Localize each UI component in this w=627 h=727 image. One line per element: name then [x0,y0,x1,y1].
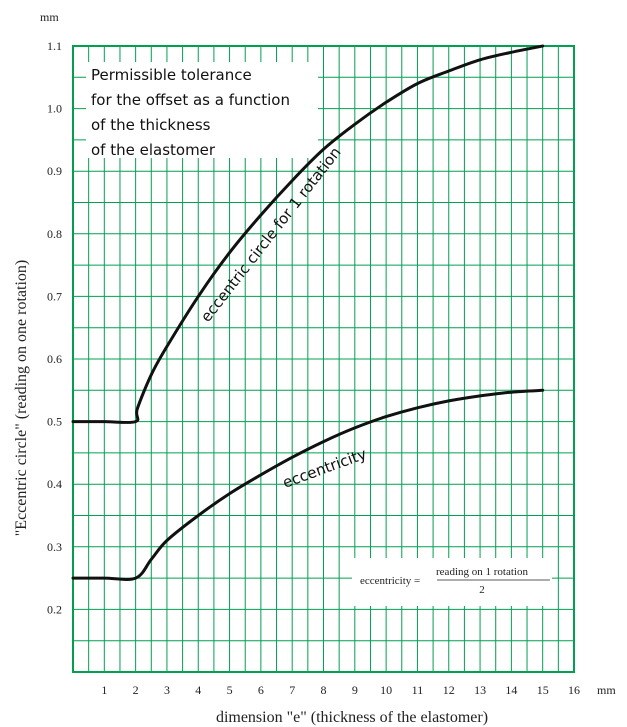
y-axis-label: "Eccentric circle" (reading on one rotat… [13,260,30,536]
formula-box: eccentricity = reading on 1 rotation 2 [352,558,552,606]
x-tick-label: 11 [412,683,424,697]
x-tick-label: 3 [164,683,170,697]
x-axis-label: dimension "e" (thickness of the elastome… [216,709,488,726]
formula-numerator: reading on 1 rotation [436,566,528,578]
series-label-eccentricity: eccentricity [280,445,369,492]
annotation-line: Permissible tolerance [91,66,252,84]
y-tick-label: 1.1 [47,39,62,53]
x-tick-label: 2 [133,683,139,697]
x-unit-label: mm [597,683,616,697]
plot-frame [72,45,575,673]
y-tick-label: 0.6 [47,352,62,366]
series-layer [71,44,545,581]
x-tick-label: 6 [258,683,264,697]
y-tick-label: 0.9 [47,164,62,178]
x-tick-label: 10 [380,683,392,697]
y-tick-label: 0.2 [47,602,62,616]
series-line-eccentric-circle [71,44,545,425]
y-unit-label: mm [40,10,59,24]
annotation-block: Permissible tolerance for the offset as … [86,62,318,159]
series-line-eccentricity [71,388,545,581]
y-tick-label: 0.5 [47,415,62,429]
x-tick-label: 5 [227,683,233,697]
formula-denominator: 2 [479,584,485,596]
y-tick-label: 0.3 [47,540,62,554]
x-tick-label: 9 [352,683,358,697]
x-tick-label: 4 [195,683,201,697]
x-tick-label: 1 [101,683,107,697]
formula-lhs: eccentricity = [360,575,420,587]
annotation-line: of the thickness [91,116,211,134]
y-tick-label: 0.7 [47,289,62,303]
x-tick-label: 15 [537,683,549,697]
tick-labels: 1 2 3 4 5 6 7 8 9 10 11 12 13 14 15 160.20.30.40.50.60.… [47,39,580,697]
y-tick-label: 0.4 [47,477,62,491]
x-tick-label: 7 [289,683,295,697]
annotation-line: of the elastomer [91,141,216,159]
x-tick-label: 12 [443,683,455,697]
y-tick-label: 0.8 [47,227,62,241]
x-tick-label: 8 [321,683,327,697]
y-tick-label: 1.0 [47,102,62,116]
x-tick-label: 14 [505,683,517,697]
x-tick-label: 16 [568,683,580,697]
x-tick-label: 13 [474,683,486,697]
annotation-line: for the offset as a function [91,91,290,109]
